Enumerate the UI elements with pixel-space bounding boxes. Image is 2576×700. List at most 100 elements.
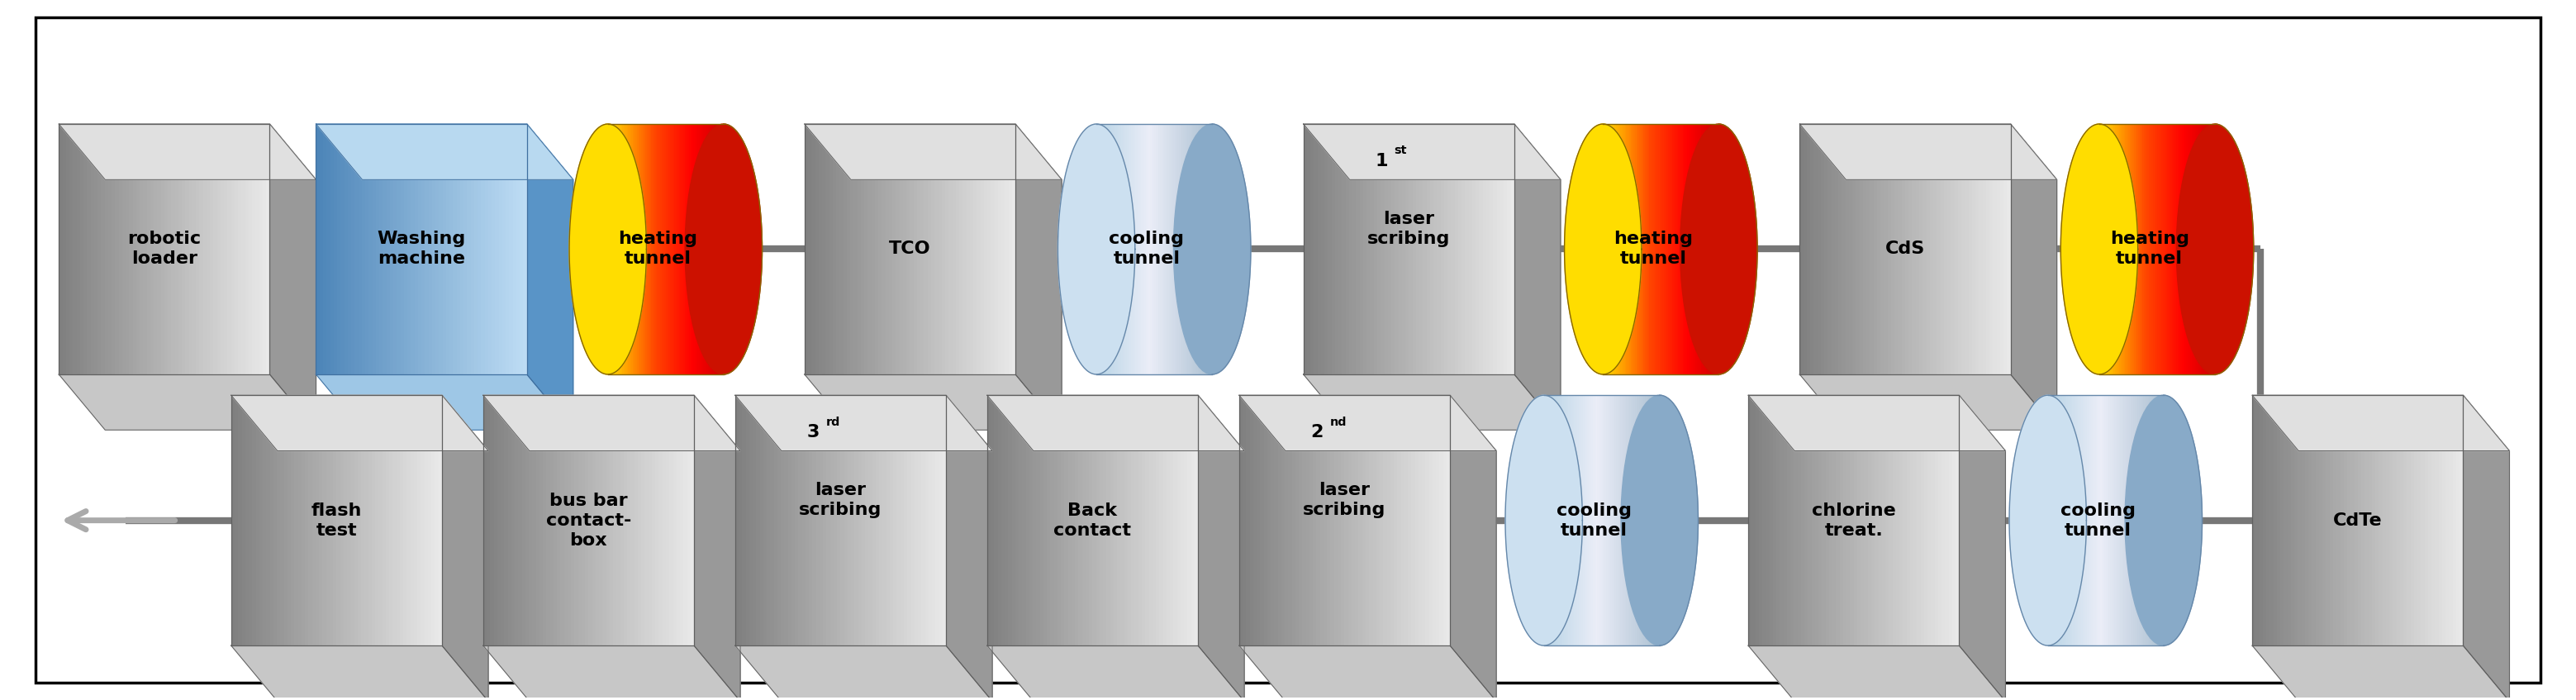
- Polygon shape: [2336, 395, 2339, 645]
- Polygon shape: [1996, 124, 1999, 375]
- Polygon shape: [2362, 395, 2365, 645]
- Polygon shape: [1079, 395, 1082, 645]
- Polygon shape: [2367, 395, 2372, 645]
- Polygon shape: [1368, 124, 1370, 375]
- Polygon shape: [631, 395, 634, 645]
- Polygon shape: [1139, 395, 1141, 645]
- Polygon shape: [958, 124, 963, 375]
- Polygon shape: [1793, 395, 1798, 645]
- Polygon shape: [804, 124, 1061, 180]
- Polygon shape: [840, 395, 845, 645]
- Polygon shape: [605, 395, 611, 645]
- Polygon shape: [734, 395, 739, 645]
- Polygon shape: [1303, 375, 1561, 430]
- Polygon shape: [361, 124, 366, 375]
- Polygon shape: [1110, 395, 1113, 645]
- Polygon shape: [1012, 395, 1015, 645]
- Polygon shape: [1425, 395, 1430, 645]
- Polygon shape: [185, 124, 188, 375]
- Polygon shape: [399, 124, 404, 375]
- Polygon shape: [1046, 395, 1051, 645]
- Polygon shape: [574, 395, 577, 645]
- Polygon shape: [1005, 124, 1007, 375]
- Polygon shape: [1904, 395, 1906, 645]
- Polygon shape: [896, 395, 902, 645]
- Polygon shape: [2424, 395, 2429, 645]
- Polygon shape: [773, 395, 778, 645]
- Polygon shape: [1311, 124, 1314, 375]
- Polygon shape: [59, 124, 62, 375]
- Polygon shape: [572, 395, 574, 645]
- Polygon shape: [1350, 124, 1352, 375]
- Polygon shape: [495, 395, 497, 645]
- Polygon shape: [1432, 124, 1437, 375]
- Polygon shape: [430, 395, 435, 645]
- Polygon shape: [1878, 124, 1880, 375]
- Text: cooling
tunnel: cooling tunnel: [1110, 231, 1185, 267]
- Polygon shape: [1185, 395, 1188, 645]
- Polygon shape: [1906, 124, 1909, 375]
- Polygon shape: [677, 395, 680, 645]
- Polygon shape: [1868, 395, 1870, 645]
- Polygon shape: [917, 124, 920, 375]
- Polygon shape: [1839, 124, 1842, 375]
- Polygon shape: [1151, 395, 1157, 645]
- Polygon shape: [1162, 395, 1167, 645]
- Polygon shape: [227, 124, 232, 375]
- Polygon shape: [1947, 124, 1950, 375]
- Polygon shape: [379, 124, 384, 375]
- Polygon shape: [1850, 124, 1852, 375]
- Polygon shape: [1857, 395, 1860, 645]
- Polygon shape: [330, 395, 332, 645]
- Polygon shape: [106, 124, 108, 375]
- Polygon shape: [1355, 395, 1358, 645]
- Polygon shape: [2277, 395, 2280, 645]
- Polygon shape: [1497, 124, 1499, 375]
- Polygon shape: [1445, 124, 1448, 375]
- Polygon shape: [443, 395, 489, 700]
- Polygon shape: [116, 124, 118, 375]
- Polygon shape: [1383, 395, 1386, 645]
- Polygon shape: [1007, 124, 1012, 375]
- Polygon shape: [1306, 395, 1309, 645]
- Polygon shape: [577, 395, 582, 645]
- Polygon shape: [886, 395, 889, 645]
- Polygon shape: [2450, 395, 2452, 645]
- Text: laser
scribing: laser scribing: [1303, 482, 1386, 519]
- Polygon shape: [59, 375, 317, 430]
- Polygon shape: [515, 124, 520, 375]
- Ellipse shape: [2061, 124, 2138, 375]
- Polygon shape: [1409, 124, 1412, 375]
- Polygon shape: [425, 124, 428, 375]
- Text: 2: 2: [1311, 423, 1324, 440]
- Polygon shape: [386, 395, 389, 645]
- Polygon shape: [263, 395, 265, 645]
- Polygon shape: [1043, 395, 1046, 645]
- Polygon shape: [1136, 395, 1139, 645]
- Polygon shape: [1041, 395, 1043, 645]
- Polygon shape: [992, 395, 994, 645]
- Polygon shape: [350, 395, 353, 645]
- Polygon shape: [1128, 395, 1131, 645]
- Polygon shape: [1886, 395, 1888, 645]
- Polygon shape: [585, 395, 587, 645]
- Polygon shape: [963, 124, 966, 375]
- Polygon shape: [260, 395, 263, 645]
- Polygon shape: [1824, 124, 1829, 375]
- Polygon shape: [484, 395, 487, 645]
- Polygon shape: [2257, 395, 2259, 645]
- Polygon shape: [1808, 395, 1811, 645]
- Polygon shape: [252, 395, 255, 645]
- Polygon shape: [935, 395, 940, 645]
- Polygon shape: [263, 124, 265, 375]
- Polygon shape: [868, 395, 873, 645]
- Polygon shape: [2429, 395, 2432, 645]
- Polygon shape: [337, 124, 340, 375]
- Polygon shape: [2290, 395, 2295, 645]
- Polygon shape: [1448, 124, 1450, 375]
- Polygon shape: [788, 395, 791, 645]
- Polygon shape: [994, 395, 997, 645]
- Polygon shape: [997, 395, 1002, 645]
- Polygon shape: [1909, 124, 1911, 375]
- Text: heating
tunnel: heating tunnel: [1613, 231, 1692, 267]
